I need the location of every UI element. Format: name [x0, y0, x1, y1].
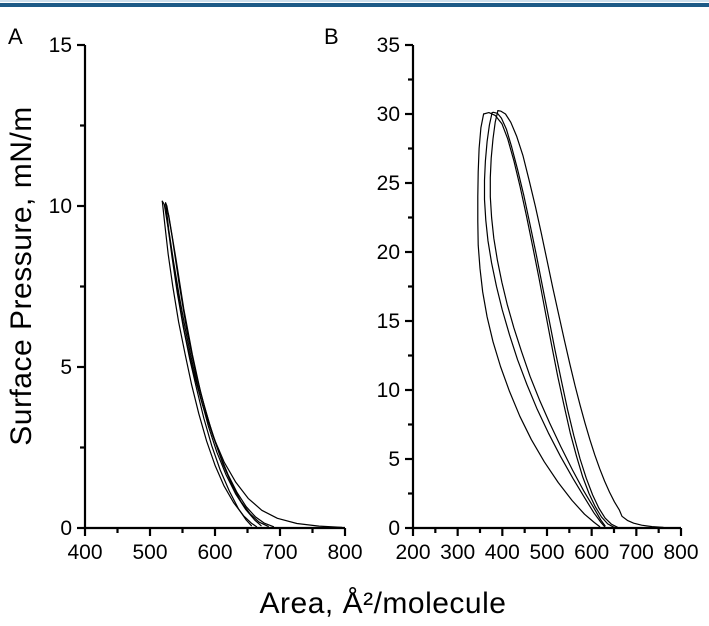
y-tick-label: 25: [377, 172, 400, 195]
x-tick-label: 300: [440, 541, 475, 564]
y-axis-title: Surface Pressure, mN/m: [5, 106, 38, 446]
isotherm-curve-cycle1-compression: [161, 200, 343, 529]
panel-a-plot: 400 500 600 700 800 0 5 10 15: [49, 34, 363, 564]
y-tick-label: 5: [60, 356, 72, 379]
y-tick-label: 15: [377, 310, 400, 333]
y-tick-label: 10: [49, 195, 72, 218]
x-tick-label: 700: [262, 541, 297, 564]
x-tick-label: 600: [574, 541, 609, 564]
x-tick-label: 500: [529, 541, 564, 564]
y-tick-label: 20: [377, 241, 400, 264]
x-tick-label: 500: [132, 541, 167, 564]
x-tick-label: 800: [663, 541, 698, 564]
isotherm-curve-cycle2-expansion: [165, 202, 252, 527]
isotherm-curve-cycle2-expansion: [477, 113, 601, 528]
x-tick-label: 200: [395, 541, 430, 564]
panel-a-label: A: [8, 24, 23, 49]
isotherm-curve-cycle1-compression: [497, 109, 664, 528]
isotherm-curve-cycle2-compression: [165, 202, 275, 528]
page-top-rule-light: [0, 0, 709, 2]
isotherm-curve-cycle2-compression: [483, 111, 615, 528]
isotherm-curve-cycle1-expansion: [489, 109, 606, 527]
y-tick-label: 35: [377, 34, 400, 57]
x-tick-label: 600: [197, 541, 232, 564]
x-axis-title: Area, Å²/molecule: [259, 587, 507, 620]
x-tick-label: 700: [619, 541, 654, 564]
y-tick-label: 5: [388, 448, 400, 471]
y-tick-label: 10: [377, 379, 400, 402]
panel-b-label: B: [324, 24, 339, 49]
isotherm-curve-cycle1-expansion: [161, 200, 258, 528]
y-tick-label: 0: [60, 517, 72, 540]
x-tick-label: 400: [485, 541, 520, 564]
x-tick-label: 800: [327, 541, 362, 564]
page-top-rule: [0, 3, 709, 7]
isotherm-curve-cycle3-expansion: [165, 202, 262, 527]
isotherm-curve-cycle3-compression: [491, 111, 619, 528]
panel-b-plot: 200 300 400 500 600 700 800 0 5 10 15 20 25 30 35: [377, 34, 699, 564]
isotherm-curve-cycle3-compression: [165, 202, 269, 528]
x-tick-label: 400: [67, 541, 102, 564]
y-tick-label: 0: [388, 517, 400, 540]
y-tick-label: 15: [49, 34, 72, 57]
y-tick-label: 30: [377, 103, 400, 126]
isotherm-curve-cycle3-expansion: [483, 111, 606, 528]
